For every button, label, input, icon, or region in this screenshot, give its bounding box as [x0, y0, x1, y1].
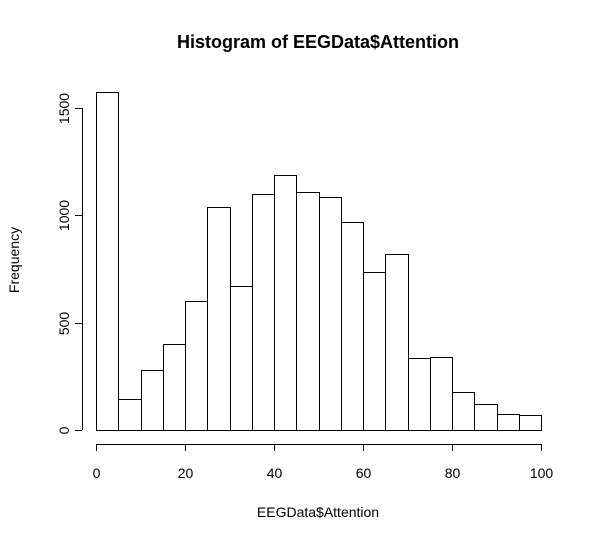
histogram-bar	[164, 345, 186, 431]
histogram-bar	[119, 400, 142, 431]
bars-group	[97, 93, 542, 431]
histogram-bar	[475, 405, 498, 431]
histogram-bar	[386, 255, 409, 431]
x-axis: 0 20 40 60 80 100	[93, 444, 554, 481]
histogram-bar	[142, 371, 164, 431]
x-tick-label: 20	[178, 465, 194, 481]
x-axis-label: EEGData$Attention	[257, 504, 379, 520]
histogram-bar	[97, 93, 119, 431]
histogram-bar	[297, 193, 320, 431]
histogram-bar	[431, 358, 453, 431]
histogram-bar	[208, 208, 231, 431]
y-tick-label: 500	[56, 312, 72, 336]
histogram-bar	[253, 195, 275, 431]
histogram-bar	[364, 273, 386, 431]
histogram-bar	[231, 287, 253, 431]
x-tick-label: 0	[93, 465, 101, 481]
histogram-bar	[186, 302, 208, 431]
y-axis: 0 500 1000 1500	[56, 93, 83, 435]
histogram-bar	[342, 223, 364, 431]
x-tick-label: 40	[267, 465, 283, 481]
histogram-bar	[320, 198, 342, 431]
x-tick-label: 60	[356, 465, 372, 481]
histogram-bar	[453, 393, 475, 431]
x-tick-label: 100	[530, 465, 554, 481]
histogram-bar	[520, 416, 542, 431]
y-tick-label: 0	[56, 426, 72, 434]
y-tick-label: 1500	[56, 93, 72, 124]
chart-title: Histogram of EEGData$Attention	[177, 32, 459, 52]
histogram-bar	[409, 359, 431, 431]
histogram-bar	[498, 415, 520, 431]
x-tick-label: 80	[445, 465, 461, 481]
histogram-bar	[275, 176, 297, 431]
y-tick-label: 1000	[56, 200, 72, 231]
y-axis-label: Frequency	[6, 227, 22, 293]
